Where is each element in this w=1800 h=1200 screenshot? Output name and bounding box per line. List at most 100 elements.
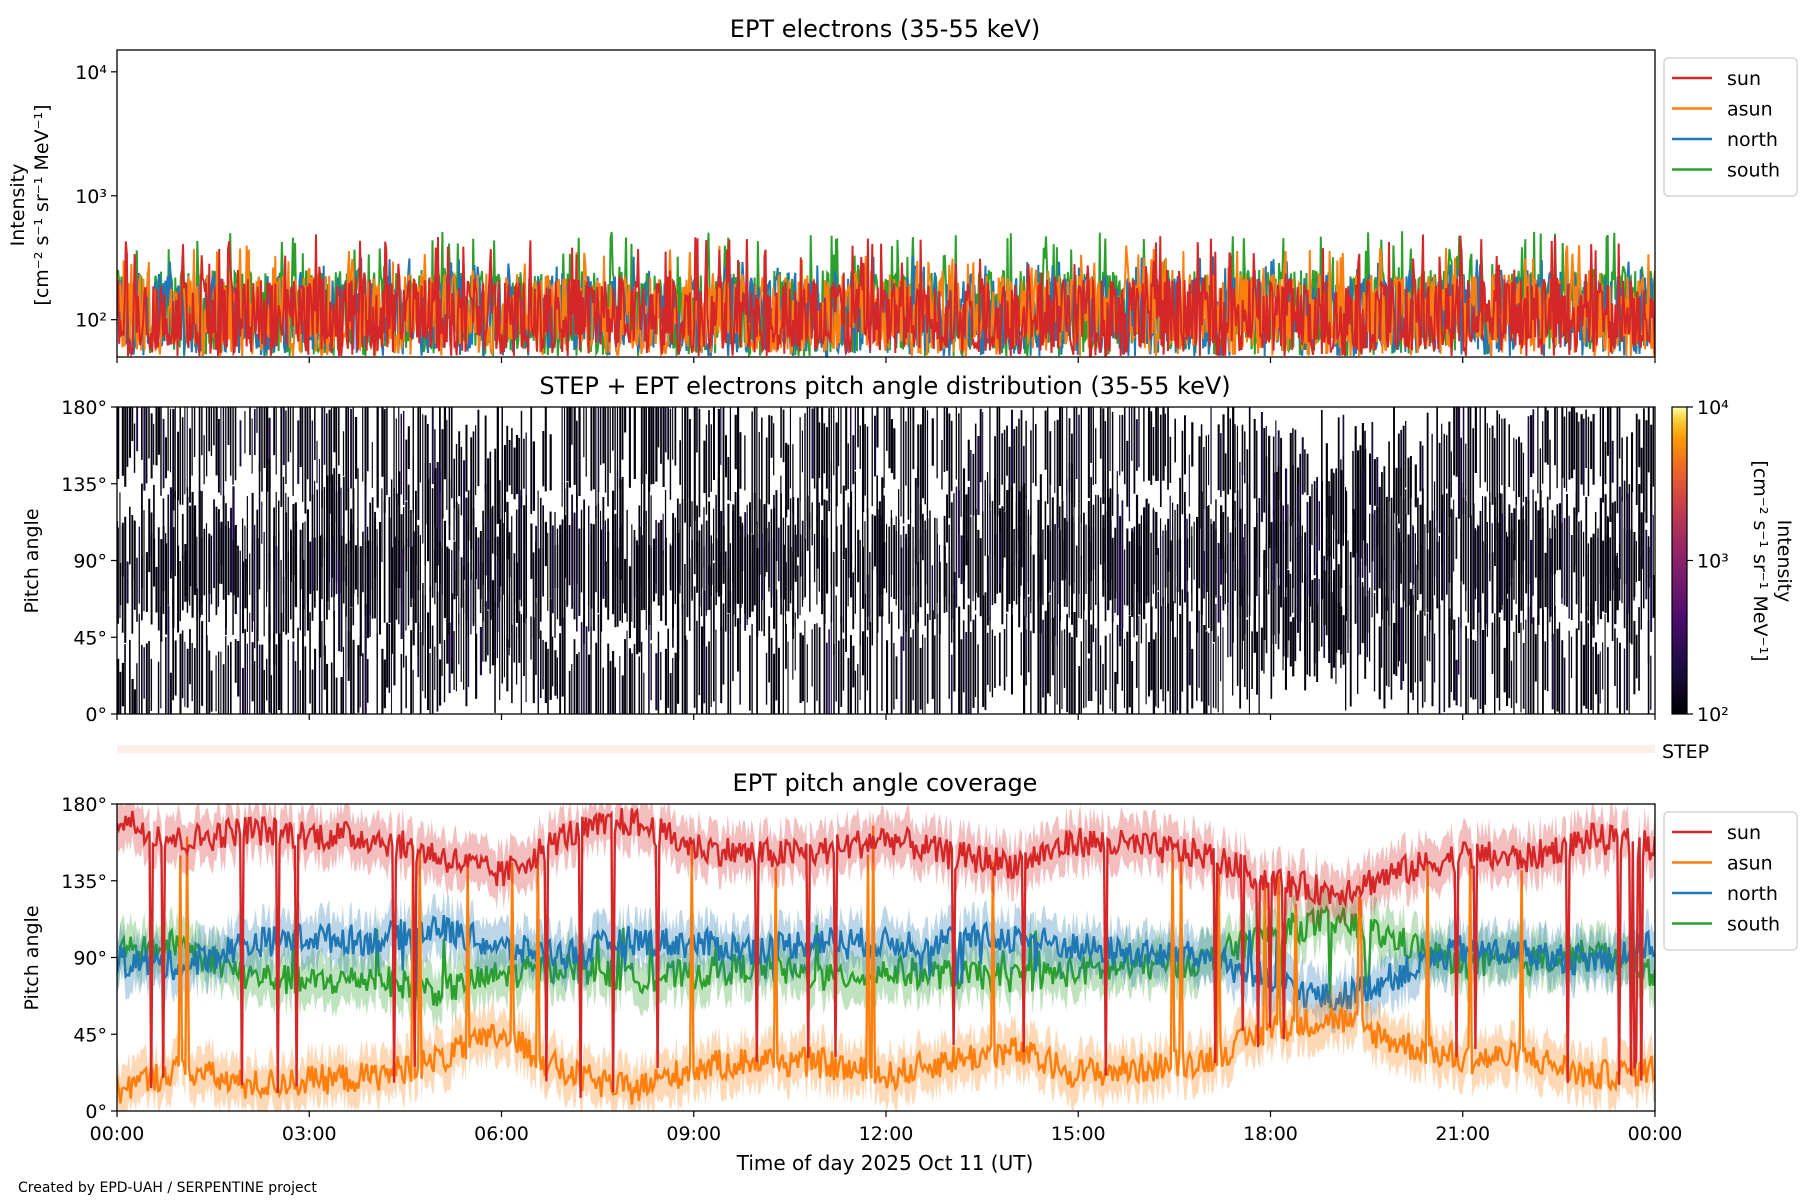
pad-cell — [773, 653, 776, 714]
pad-cell — [1556, 628, 1559, 712]
pad-cell — [965, 494, 968, 566]
pad-cell — [852, 645, 855, 688]
pad-cell — [1421, 504, 1424, 588]
pad-cell — [583, 615, 585, 714]
pad-cell — [1496, 410, 1499, 539]
coverage-legend-label-south: south — [1727, 914, 1780, 936]
pad-cell — [910, 407, 912, 513]
pad-cell — [1453, 619, 1456, 701]
coverage-xtick-label: 03:00 — [282, 1123, 337, 1145]
pad-cell — [1174, 418, 1176, 463]
pad-cell — [1611, 515, 1614, 642]
pad-cell — [499, 573, 501, 701]
pad-cell — [434, 549, 436, 605]
pad-cell — [1419, 610, 1422, 682]
pad-cell — [1006, 425, 1008, 476]
pad-cell — [821, 520, 824, 615]
pad-cell — [643, 672, 645, 714]
pad-cell — [787, 539, 789, 586]
pad-cell — [727, 503, 730, 612]
pad-cell — [1203, 507, 1205, 584]
pad-cell — [1068, 518, 1070, 618]
pad-cell — [703, 440, 706, 493]
pad-cell — [381, 407, 384, 477]
colorbar-tick-label: 10³ — [1697, 551, 1729, 573]
pad-cell — [1078, 414, 1080, 502]
pad-cell — [299, 670, 301, 714]
pad-cell — [782, 517, 785, 617]
pad-cell — [1248, 603, 1250, 714]
pad-cell — [712, 407, 715, 480]
pad-cell — [559, 524, 562, 626]
pad-cell — [1131, 531, 1134, 617]
pad-cell — [157, 407, 161, 455]
pad-cell — [393, 536, 396, 617]
pad-cell — [1606, 647, 1609, 714]
pad-cell — [967, 439, 970, 481]
pad-cell — [335, 491, 338, 582]
pad-cell — [785, 623, 787, 669]
pad-cell — [333, 468, 336, 597]
pad-cell — [1034, 424, 1037, 487]
pad-cell — [1253, 527, 1256, 652]
pad-cell — [475, 633, 478, 699]
pad-cell — [1573, 507, 1576, 573]
pad-cell — [566, 407, 569, 482]
pad-cell — [1234, 500, 1236, 580]
pad-cell — [700, 548, 703, 617]
pad-cell — [1032, 407, 1034, 483]
pad-cell — [1491, 425, 1494, 505]
pad-cell — [660, 519, 663, 621]
pad-cell — [806, 644, 808, 703]
pad-cell — [155, 407, 158, 466]
pad-cell — [633, 407, 636, 479]
pad-cell — [1246, 619, 1249, 700]
pad-cell — [984, 480, 986, 556]
pad-cell — [1438, 442, 1441, 533]
pad-cell — [705, 646, 708, 714]
pad-cell — [472, 431, 475, 525]
pad-cell — [640, 641, 643, 714]
pad-cell — [1229, 418, 1232, 490]
pad-cell — [1131, 661, 1134, 714]
pad-cell — [1597, 654, 1600, 714]
pad-cell — [364, 407, 367, 498]
pad-cell — [1025, 420, 1027, 499]
pad-cell — [1405, 602, 1407, 664]
pad-cell — [830, 407, 832, 493]
pad-cell — [1095, 428, 1097, 485]
pad-cell — [1513, 508, 1516, 561]
pad-cell — [842, 559, 845, 633]
pad-cell — [1099, 645, 1102, 705]
coverage-x-ticks: 00:00 03:00 06:00 09:00 12:00 15:00 18:00 21:00… — [90, 1111, 1682, 1145]
pad-cell — [967, 540, 969, 597]
pad-cell — [1486, 553, 1489, 628]
pad-cell — [424, 595, 426, 699]
pad-cell — [994, 478, 997, 557]
pad-cell — [1371, 513, 1374, 562]
pad-cell — [347, 540, 350, 669]
pad-cell — [537, 490, 539, 574]
pad-cell — [1299, 515, 1301, 581]
colorbar-gradient — [1671, 406, 1688, 715]
pad-cell — [1203, 447, 1205, 510]
pad-cell — [1587, 543, 1590, 621]
pad-cell — [1568, 515, 1570, 619]
pad-cell — [998, 531, 1001, 585]
pad-cell — [1284, 468, 1288, 545]
pad-cell — [873, 515, 877, 567]
coverage-xtick-label: 00:00 — [90, 1123, 145, 1145]
pad-cell — [1544, 407, 1547, 463]
coverage-band-sun — [117, 804, 1655, 1111]
pad-cell — [1369, 453, 1372, 505]
pad-cell — [1051, 518, 1054, 644]
pad-cell — [614, 407, 616, 511]
pad-cell — [684, 635, 687, 714]
pad-cell — [749, 536, 751, 603]
pad-cell — [251, 642, 254, 702]
pad-cell — [1198, 610, 1200, 688]
pad-cell — [674, 407, 677, 466]
pad-cell — [282, 576, 285, 632]
pad-cell — [917, 424, 919, 488]
pad-cell — [439, 659, 442, 706]
